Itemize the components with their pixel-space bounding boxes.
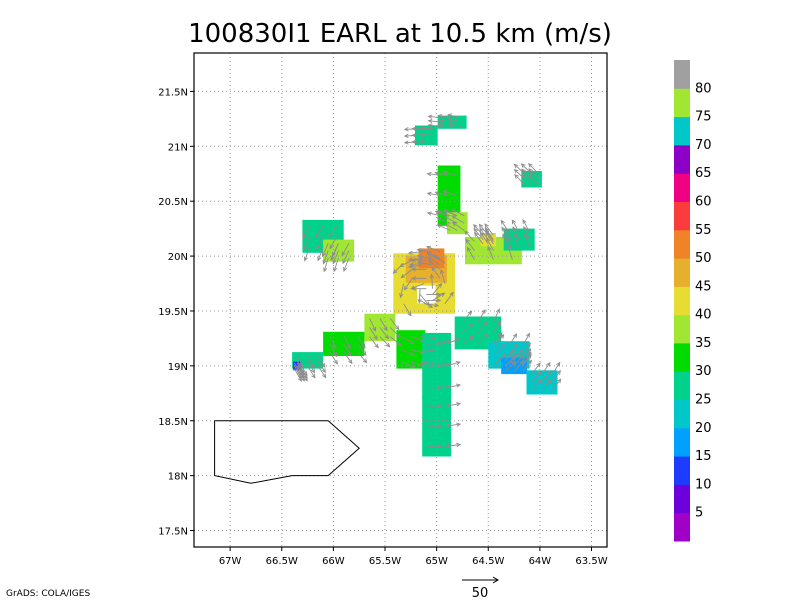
plot-frame [193,52,608,548]
x-tick-label: 66W [322,556,345,567]
y-tick-label: 19.5N [158,307,188,318]
colorbar-label: 35 [695,336,712,351]
y-tick-label: 17.5N [158,527,188,538]
plot-area: 67W 66.5W 66W 65.5W 65W 64.5W 64W 63.5W 17.5N 18N… [158,52,608,567]
colorbar-swatch [674,60,690,89]
heatmap-cell [415,125,438,146]
wind-reference-label: 50 [472,586,489,600]
wind-vectors [294,113,562,449]
x-tick-label: 65.5W [369,556,401,567]
colorbar-swatch [674,371,690,400]
colorbar-label: 20 [695,421,712,436]
x-tick-label: 63.5W [575,556,607,567]
colorbar-label: 75 [695,110,712,125]
y-tick-label: 20N [168,252,188,263]
colorbar-swatch [674,456,690,485]
colorbar-swatch [674,484,690,514]
colorbar-label: 25 [695,393,712,408]
credit-label: GrADS: COLA/IGES [6,589,90,599]
colorbar-label: 10 [695,477,712,492]
colorbar-label: 15 [695,449,712,464]
y-tick-label: 21.5N [158,87,188,98]
colorbar-label: 60 [695,195,712,210]
y-tick-label: 18N [168,472,188,483]
colorbar-label: 50 [695,251,712,266]
colorbar-label: 5 [695,506,703,521]
colorbar-swatch [674,314,690,344]
y-tick-label: 21N [168,142,188,153]
colorbar-swatch [674,201,690,231]
y-tick-label: 19N [168,362,188,373]
colorbar-swatch [674,173,690,202]
colorbar: 5 10 15 20 25 30 35 40 45 50 55 60 65 70 75 80 [674,60,712,542]
colorbar-swatch [674,512,690,542]
colorbar-swatch [674,427,690,457]
coastline [214,420,360,484]
colorbar-swatch [674,116,690,146]
colorbar-label: 40 [695,308,712,323]
colorbar-swatch [674,229,690,259]
x-tick-label: 64W [529,556,552,567]
y-tick-label: 20.5N [158,197,188,208]
colorbar-label: 45 [695,279,712,294]
colorbar-swatch [674,144,690,174]
x-tick-label: 64.5W [472,556,504,567]
y-tick-label: 18.5N [158,417,188,428]
colorbar-swatch [674,342,690,372]
x-tick-label: 67W [219,556,242,567]
colorbar-label: 30 [695,364,712,379]
colorbar-label: 55 [695,223,712,238]
x-tick-label: 65W [425,556,448,567]
wind-reference-vector: 50 [462,576,499,600]
chart-title: 100830I1 EARL at 10.5 km (m/s) [188,19,612,49]
x-tick-label: 66.5W [266,556,298,567]
colorbar-swatch [674,88,690,118]
colorbar-label: 70 [695,138,712,153]
colorbar-swatch [674,258,690,287]
colorbar-label: 80 [695,81,712,96]
colorbar-label: 65 [695,166,712,181]
colorbar-swatch [674,286,690,316]
colorbar-swatch [674,399,690,429]
